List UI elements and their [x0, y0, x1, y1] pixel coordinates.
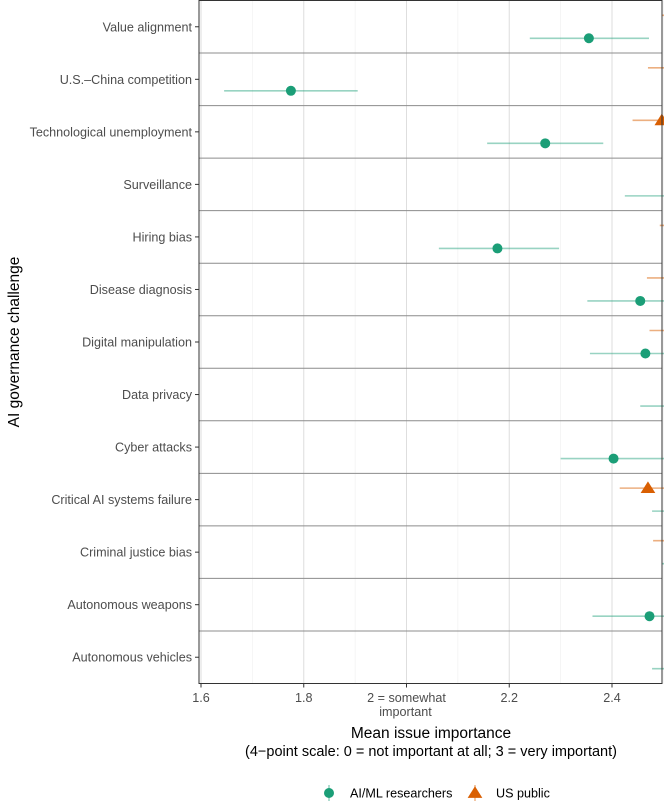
y-tick-label: Surveillance [123, 178, 192, 192]
point-ai-ml-researchers [540, 138, 551, 149]
point-ai-ml-researchers [492, 243, 503, 254]
legend-label: US public [496, 787, 550, 801]
legend-label: AI/ML researchers [350, 787, 452, 801]
y-tick-label: Hiring bias [133, 230, 193, 244]
y-tick-label: Critical AI systems failure [51, 493, 192, 507]
y-tick-label: Criminal justice bias [80, 546, 192, 560]
x-tick-label: 2 = somewhat [367, 691, 446, 705]
y-tick-label: Autonomous vehicles [72, 651, 192, 665]
point-ai-ml-researchers [608, 453, 619, 464]
point-ai-ml-researchers [644, 611, 655, 622]
point-ai-ml-researchers [640, 348, 651, 359]
x-tick-label: 2.4 [603, 691, 621, 705]
point-ai-ml-researchers [635, 295, 646, 306]
point-ai-ml-researchers [285, 85, 296, 96]
data-marks [224, 14, 664, 670]
y-tick-label: Cyber attacks [115, 441, 192, 455]
y-tick-label: Disease diagnosis [90, 283, 192, 297]
y-tick-label: U.S.–China competition [60, 73, 192, 87]
gridlines [200, 0, 664, 684]
y-tick-label: Autonomous weapons [67, 598, 192, 612]
x-tick-label: 1.6 [192, 691, 210, 705]
y-tick-label: Value alignment [103, 20, 193, 34]
x-axis-subtitle: (4−point scale: 0 = not important at all… [245, 744, 617, 760]
point-ai-ml-researchers [583, 33, 594, 44]
y-tick-label: Digital manipulation [82, 336, 192, 350]
x-axis-title: Mean issue importance [351, 725, 511, 742]
legend: AI/ML researchers US public [324, 785, 550, 801]
x-tick-label: 1.8 [295, 691, 313, 705]
y-tick-label: Data privacy [122, 388, 193, 402]
y-axis-title: AI governance challenge [6, 257, 23, 428]
point-us-public [640, 481, 656, 494]
x-tick-label-line2: important [379, 705, 432, 719]
legend-key-marker [324, 788, 334, 798]
y-tick-label: Technological unemployment [30, 125, 193, 139]
x-tick-label: 2.2 [500, 691, 518, 705]
y-axis: Value alignment U.S.–China competition Tec… [30, 20, 199, 665]
legend-key-marker [467, 786, 483, 798]
